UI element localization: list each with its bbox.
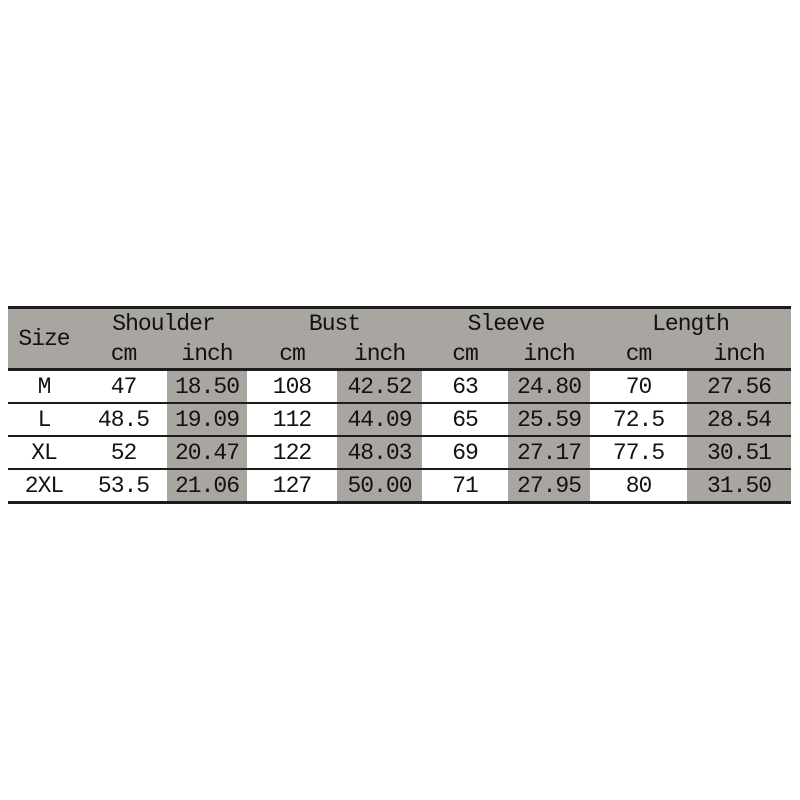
cell-sleeve-inch: 24.80 xyxy=(508,369,591,403)
cell-length-inch: 30.51 xyxy=(687,436,792,469)
cell-shoulder-cm: 52 xyxy=(110,439,138,466)
table-row-l: L 48.5 19.09 112 44.09 65 25.59 72.5 28.… xyxy=(8,403,792,436)
cell-bust-cm: 127 xyxy=(272,472,312,499)
cell-sleeve-cm: 71 xyxy=(452,472,479,499)
cell-length-cm: 72.5 xyxy=(612,406,665,433)
cell-shoulder-inch: 21.06 xyxy=(167,469,248,503)
cell-bust-inch: 44.09 xyxy=(337,403,423,436)
subheader-shoulder-cm: cm xyxy=(110,340,138,367)
cell-shoulder-cm: 47 xyxy=(110,373,138,400)
header-sub-row: cm inch cm inch cm inch cm inch xyxy=(8,339,791,370)
subheader-bust-cm: cm xyxy=(279,340,306,367)
subheader-length-cm: cm xyxy=(625,340,653,367)
size-label: L xyxy=(37,406,52,433)
cell-sleeve-cm: 69 xyxy=(452,439,479,466)
header-group-sleeve: Sleeve xyxy=(467,311,546,337)
cell-sleeve-inch: 27.95 xyxy=(508,469,591,503)
cell-sleeve-inch: 25.59 xyxy=(508,403,591,436)
cell-length-cm: 80 xyxy=(625,472,653,499)
size-chart-table: Size Shoulder Bust Sleeve Length cm inch… xyxy=(8,306,792,504)
table-header: Size Shoulder Bust Sleeve Length cm inch… xyxy=(8,307,792,370)
header-group-length: Length xyxy=(652,311,730,337)
subheader-shoulder-inch: inch xyxy=(181,340,233,367)
cell-sleeve-inch: 27.17 xyxy=(508,436,591,469)
cell-bust-inch: 50.00 xyxy=(337,469,423,503)
cell-bust-cm: 108 xyxy=(272,373,312,400)
header-group-shoulder: Shoulder xyxy=(112,311,215,337)
subheader-bust-inch: inch xyxy=(353,340,406,367)
cell-shoulder-inch: 20.47 xyxy=(167,436,248,469)
cell-length-inch: 27.56 xyxy=(687,369,792,403)
subheader-length-inch: inch xyxy=(713,340,765,367)
cell-bust-inch: 42.52 xyxy=(337,369,423,403)
cell-bust-cm: 122 xyxy=(272,439,312,466)
cell-length-inch: 28.54 xyxy=(687,403,792,436)
cell-bust-cm: 112 xyxy=(272,406,312,433)
cell-length-cm: 70 xyxy=(625,373,653,400)
header-size: Size xyxy=(18,325,70,352)
table-row-2xl: 2XL 53.5 21.06 127 50.00 71 27.95 80 31.… xyxy=(8,469,792,503)
subheader-sleeve-cm: cm xyxy=(452,340,479,367)
size-label: XL xyxy=(31,439,58,466)
subheader-sleeve-inch: inch xyxy=(523,340,575,367)
cell-shoulder-inch: 18.50 xyxy=(167,369,248,403)
header-group-row: Size Shoulder Bust Sleeve Length xyxy=(8,308,791,352)
cell-shoulder-inch: 19.09 xyxy=(167,403,248,436)
size-label: M xyxy=(37,373,52,400)
cell-bust-inch: 48.03 xyxy=(337,436,423,469)
table-row-m: M 47 18.50 108 42.52 63 24.80 70 27.56 xyxy=(8,369,792,403)
cell-shoulder-cm: 48.5 xyxy=(97,406,150,433)
header-group-bust: Bust xyxy=(308,311,361,337)
cell-shoulder-cm: 53.5 xyxy=(97,472,150,499)
table-row-xl: XL 52 20.47 122 48.03 69 27.17 77.5 30.5… xyxy=(8,436,792,469)
size-label: 2XL xyxy=(24,472,64,499)
cell-sleeve-cm: 65 xyxy=(452,406,479,433)
table-body: M 47 18.50 108 42.52 63 24.80 70 27.56 L… xyxy=(8,369,792,503)
cell-length-inch: 31.50 xyxy=(687,469,792,503)
cell-sleeve-cm: 63 xyxy=(452,373,479,400)
cell-length-cm: 77.5 xyxy=(612,439,665,466)
